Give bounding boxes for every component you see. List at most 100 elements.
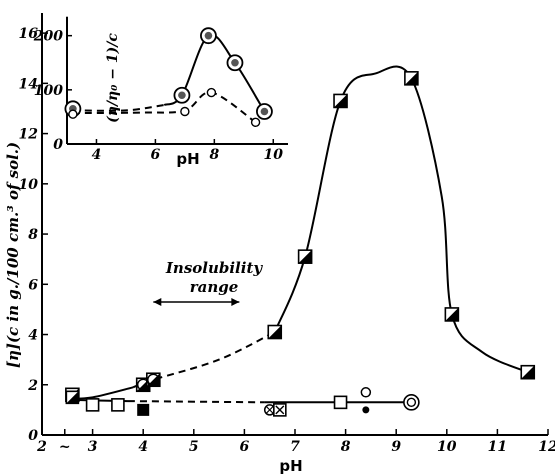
annotation-line2: range — [190, 278, 239, 296]
inset-open-circle-point — [180, 106, 190, 117]
main-y-tick-label: 2 — [27, 378, 38, 394]
main-y-tick-label: 6 — [28, 277, 38, 293]
main-x-tick-label: 8 — [341, 439, 351, 455]
main-x-ticks: 2 ~3 4 5 6 7 8 9 10 11 12 — [36, 429, 555, 455]
marker — [85, 398, 100, 412]
half-filled-square-point — [404, 71, 419, 86]
inset-open-circle-point — [68, 109, 78, 119]
main-x-tick-label: 2 — [36, 439, 47, 455]
main-x-tick-label: 3 — [88, 439, 98, 455]
inset-double-circle-point — [256, 103, 273, 120]
inset-x-tick-label: 4 — [92, 147, 102, 163]
marker — [147, 373, 160, 386]
lower-series-point — [403, 394, 420, 411]
inset-open-circle-point — [250, 117, 261, 128]
main-curve-dashed — [132, 331, 276, 389]
main-y-tick-label: 16 — [19, 26, 39, 42]
inset-y-ticks: 0 100 200 — [33, 29, 72, 153]
overlap-circle-point — [147, 373, 160, 386]
main-x-tick-label: 10 — [437, 439, 457, 455]
main-x-tick-label: ~ — [59, 439, 71, 455]
main-y-tick-label: 0 — [28, 428, 38, 444]
marker-inner — [204, 31, 213, 40]
half-filled-square-point — [267, 324, 283, 340]
marker — [362, 406, 370, 414]
inset-x-tick-label: 10 — [264, 147, 284, 163]
main-y-tick-label: 14 — [19, 76, 38, 92]
main-curve-solid — [273, 65, 529, 374]
inset-curve-dashed — [72, 104, 165, 112]
annotation-arrow — [153, 298, 240, 306]
inset-x-tick-label: 8 — [209, 147, 219, 163]
inset-y-label: (η/η₀ − 1)/c — [105, 33, 121, 123]
main-x-tick-label: 11 — [488, 439, 507, 455]
annotation-line1: Insolubility — [165, 259, 263, 277]
marker-fill — [66, 391, 79, 404]
inset-y-tick-label: 200 — [33, 29, 63, 45]
marker-fill — [404, 71, 418, 85]
lower-series-point — [111, 398, 125, 412]
inset-double-circle-point — [173, 86, 191, 104]
main-x-tick-label: 7 — [290, 439, 300, 455]
lower-series-point — [65, 390, 80, 405]
main-x-tick-label: 5 — [189, 439, 199, 455]
inset-plot: 4 6 8 10 0 100 200 pH (η/η₀ − 1)/c — [33, 16, 288, 168]
marker-inner — [260, 107, 269, 116]
half-filled-square-point — [333, 93, 348, 109]
inset-curve-dashed — [72, 91, 257, 124]
main-x-tick-label: 9 — [391, 439, 401, 455]
main-y-tick-label: 8 — [28, 227, 38, 243]
half-filled-square-point — [520, 364, 536, 380]
marker — [360, 387, 372, 398]
lower-series-point — [137, 403, 150, 416]
main-x-tick-label: 6 — [240, 439, 250, 455]
arrow-head-left — [153, 298, 162, 306]
half-filled-square-point — [444, 307, 460, 322]
inset-y-tick-label: 100 — [34, 83, 63, 99]
marker-fill — [445, 307, 459, 321]
main-y-tick-label: 4 — [28, 328, 38, 344]
marker-inner — [406, 397, 417, 408]
marker-fill — [268, 325, 282, 339]
lower-series-point — [85, 398, 100, 412]
inset-y-tick-label: 0 — [53, 137, 63, 153]
main-points — [65, 71, 536, 417]
marker-inner — [178, 91, 186, 100]
arrow-head-right — [231, 298, 240, 306]
marker-cross — [275, 405, 285, 415]
marker-fill — [146, 373, 160, 387]
main-x-tick-label: 4 — [138, 439, 148, 455]
main-y-tick-label: 10 — [19, 177, 39, 193]
inset-open-circle-point — [206, 87, 217, 98]
inset-curves — [72, 33, 266, 124]
marker — [136, 378, 150, 391]
marker — [111, 398, 125, 412]
main-curve-dashed — [127, 400, 265, 404]
marker-inner — [231, 58, 239, 67]
marker — [333, 395, 348, 410]
overlap-circle-point — [136, 378, 150, 391]
marker-cross — [265, 405, 274, 414]
marker — [137, 403, 150, 416]
inset-x-tick-label: 6 — [151, 147, 161, 163]
lower-series-point — [333, 395, 348, 410]
main-curves — [67, 65, 529, 404]
inset-points — [64, 27, 273, 128]
marker-fill — [298, 250, 312, 264]
inset-double-circle-point — [226, 54, 244, 72]
main-x-tick-label: 12 — [538, 439, 555, 455]
main-y-label: [η](c in g./100 cm.³ of sol.) — [4, 142, 22, 368]
main-y-ticks: 0 2 4 6 8 10 12 14 16 — [19, 26, 48, 444]
lower-series-point — [273, 403, 287, 417]
marker-fill — [521, 365, 535, 379]
main-x-label: pH — [279, 457, 302, 475]
inset-double-circle-point — [200, 27, 217, 45]
inset-x-ticks: 4 6 8 10 — [92, 139, 284, 163]
inset-x-label: pH — [176, 150, 199, 168]
marker-fill — [334, 94, 348, 108]
lower-series-point — [360, 387, 372, 398]
half-filled-square-point — [297, 249, 313, 264]
main-y-tick-label: 12 — [19, 127, 39, 143]
